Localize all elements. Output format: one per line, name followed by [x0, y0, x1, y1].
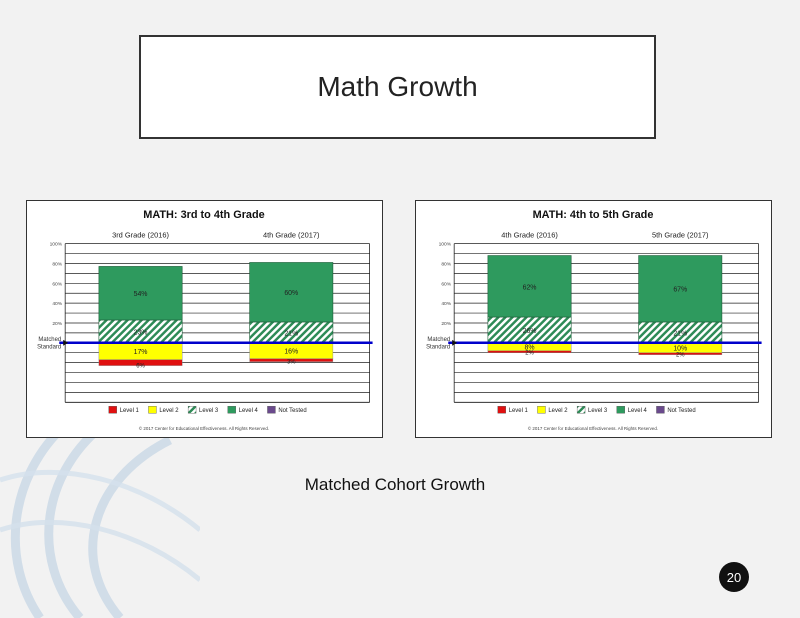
legend-swatch	[148, 406, 157, 414]
y-tick-label: 40%	[52, 301, 62, 307]
chart-3rd-to-4th-svg: MATH: 3rd to 4th Grade 100% 80% 60% 40% 20% 3r…	[37, 209, 373, 431]
legend-swatch	[187, 406, 197, 414]
data-label-level3: 21%	[673, 330, 687, 337]
bar-level1	[638, 352, 723, 355]
decorative-swoosh-graphic	[0, 420, 200, 618]
data-label-level4: 60%	[284, 290, 298, 297]
slide-caption: Matched Cohort Growth	[304, 475, 486, 494]
legend-label: Level 1	[509, 408, 529, 414]
title-box: Math Growth	[139, 35, 656, 139]
bar-level4	[98, 266, 183, 321]
chart-footnote: © 2017 Center for Educational Effectiven…	[528, 425, 658, 431]
legend-swatch	[576, 406, 586, 414]
baseline-label: Matched	[427, 337, 450, 343]
legend-label: Level 3	[588, 408, 608, 414]
legend-swatch	[497, 406, 506, 414]
data-label-level4: 54%	[134, 291, 148, 298]
bar-level4	[638, 255, 723, 323]
data-label-level3: 26%	[523, 328, 537, 335]
data-label-level1: 6%	[136, 364, 145, 370]
y-tick-label: 40%	[441, 301, 451, 307]
chart-4th-to-5th: MATH: 4th to 5th Grade 100% 80% 60% 40% 20% 4t…	[415, 200, 772, 438]
legend-label: Level 1	[120, 408, 140, 414]
data-label-level1: 3%	[287, 360, 296, 366]
bar-level1	[98, 359, 183, 366]
matched-standard-marker	[452, 339, 458, 346]
bar-level4	[249, 262, 334, 323]
category-label: 3rd Grade (2016)	[112, 231, 169, 240]
bar-level4	[487, 255, 572, 318]
legend-label: Level 4	[628, 408, 648, 414]
data-label-level4: 62%	[523, 284, 537, 291]
baseline-label: Matched	[38, 337, 61, 343]
chart-3rd-to-4th: MATH: 3rd to 4th Grade 100% 80% 60% 40% 20% 3r…	[26, 200, 383, 438]
category-label: 5th Grade (2017)	[652, 231, 709, 240]
y-tick-label: 60%	[52, 281, 62, 287]
baseline-label: Standard	[37, 345, 61, 351]
y-tick-label: 80%	[441, 261, 451, 267]
legend-swatch	[537, 406, 546, 414]
slide-title: Math Growth	[317, 71, 478, 102]
data-label-level3: 21%	[284, 330, 298, 337]
category-label: 4th Grade (2017)	[263, 231, 320, 240]
y-tick-label: 80%	[52, 261, 62, 267]
data-label-level2: 10%	[673, 346, 687, 353]
y-tick-label: 100%	[439, 242, 452, 248]
legend-swatch	[616, 406, 625, 414]
data-label-level4: 67%	[673, 287, 687, 294]
legend-swatch	[656, 406, 665, 414]
bar-level1	[487, 350, 572, 353]
legend-swatch	[267, 406, 276, 414]
data-label-level2: 16%	[284, 349, 298, 356]
legend-swatch	[227, 406, 236, 414]
bar-level3	[487, 316, 572, 344]
legend-label: Not Tested	[667, 408, 695, 414]
legend-swatch	[108, 406, 117, 414]
legend-label: Level 2	[548, 408, 567, 414]
legend-label: Level 3	[199, 408, 219, 414]
legend-label: Not Tested	[278, 408, 306, 414]
matched-standard-marker	[63, 339, 69, 346]
legend-label: Level 4	[239, 408, 259, 414]
y-tick-label: 20%	[52, 321, 62, 327]
data-label-level1: 2%	[525, 351, 534, 357]
data-label-level1: 2%	[676, 353, 685, 359]
y-tick-label: 100%	[50, 242, 63, 248]
data-label-level3: 23%	[134, 329, 148, 336]
category-label: 4th Grade (2016)	[501, 231, 558, 240]
legend-label: Level 2	[159, 408, 178, 414]
chart-footnote: © 2017 Center for Educational Effectiven…	[139, 425, 269, 431]
page-number-badge: 20	[719, 562, 749, 592]
chart-title: MATH: 4th to 5th Grade	[533, 209, 654, 221]
data-label-level2: 17%	[134, 349, 148, 356]
chart-title: MATH: 3rd to 4th Grade	[143, 209, 264, 221]
chart-4th-to-5th-svg: MATH: 4th to 5th Grade 100% 80% 60% 40% 20% 4t…	[426, 209, 762, 431]
data-label-level2: 8%	[525, 345, 535, 352]
y-tick-label: 60%	[441, 281, 451, 287]
bar-level1	[249, 358, 334, 362]
y-tick-label: 20%	[441, 321, 451, 327]
baseline-label: Standard	[426, 345, 450, 351]
